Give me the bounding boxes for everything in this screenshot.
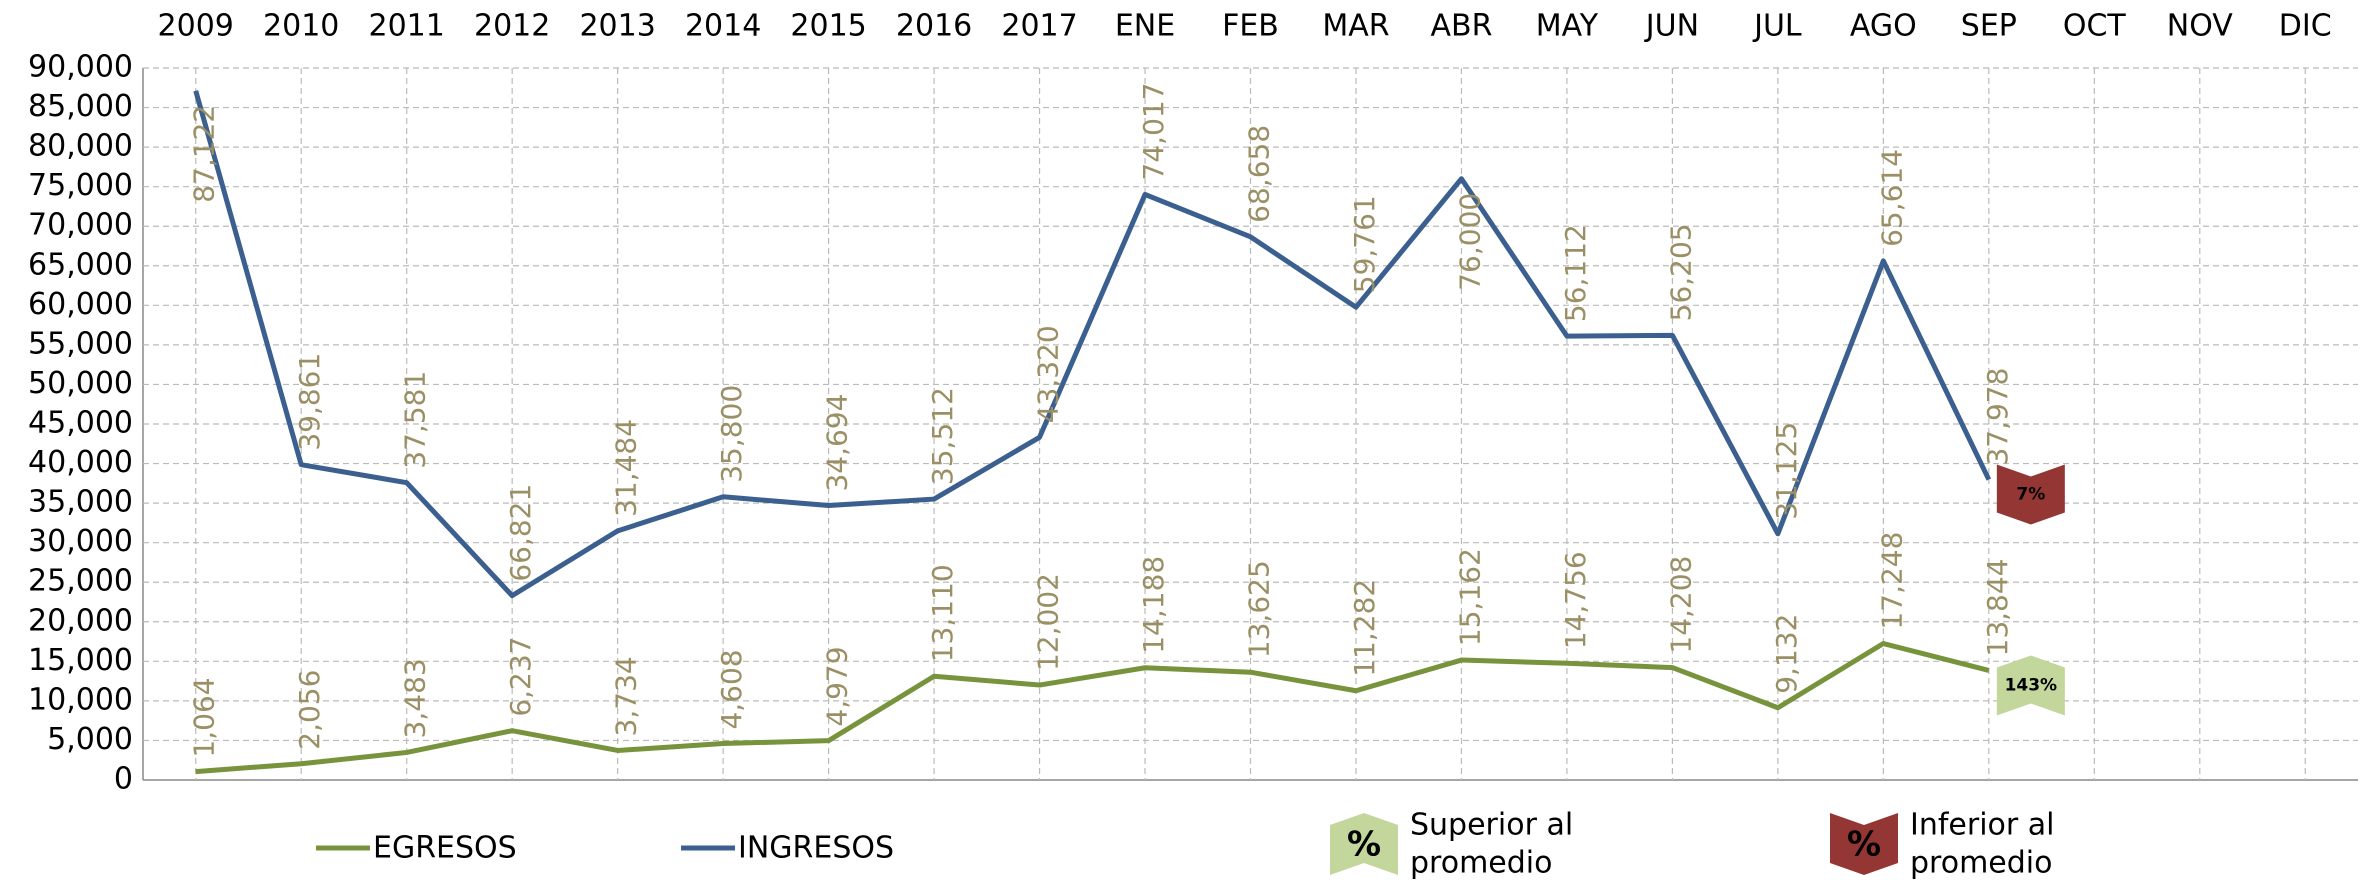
- x-tick-label: 2009: [158, 9, 234, 44]
- x-tick-label: 2015: [790, 9, 866, 44]
- indicator-badge: [1830, 813, 1898, 875]
- x-tick-label: 2011: [369, 9, 445, 44]
- y-tick-label: 15,000: [28, 643, 133, 678]
- data-label: 13,110: [926, 564, 959, 662]
- data-label: 14,188: [1137, 556, 1170, 654]
- indicator-label: Inferior al: [1910, 808, 2055, 843]
- data-label: 2,056: [293, 670, 326, 750]
- x-tick-label: 2014: [685, 9, 761, 44]
- y-tick-label: 40,000: [28, 445, 133, 480]
- indicator-label: promedio: [1410, 846, 1553, 881]
- y-tick-label: 70,000: [28, 208, 133, 243]
- data-label: 34,694: [821, 394, 854, 492]
- x-tick-label: ABR: [1430, 9, 1492, 44]
- x-tick-label: 2016: [896, 9, 972, 44]
- x-tick-label: DIC: [2279, 9, 2332, 44]
- data-label: 56,205: [1664, 223, 1697, 321]
- badge-label: 7%: [2016, 485, 2045, 505]
- y-tick-label: 55,000: [28, 326, 133, 361]
- y-tick-label: 0: [114, 762, 133, 797]
- indicator-label: Superior al: [1410, 808, 1573, 843]
- indicator-symbol: %: [1847, 825, 1881, 865]
- data-label: 31,484: [610, 419, 643, 517]
- data-label: 3,734: [610, 656, 643, 736]
- x-tick-label: FEB: [1222, 9, 1279, 44]
- x-tick-label: ENE: [1115, 9, 1175, 44]
- data-label: 12,002: [1032, 573, 1065, 671]
- x-tick-label: NOV: [2167, 9, 2234, 44]
- data-label: 39,861: [293, 353, 326, 451]
- y-tick-label: 5,000: [47, 722, 133, 757]
- x-tick-label: 2017: [1001, 9, 1077, 44]
- x-tick-label: MAR: [1322, 9, 1389, 44]
- x-tick-label: 2013: [579, 9, 655, 44]
- data-label: 59,761: [1348, 195, 1381, 293]
- data-label: 9,132: [1770, 614, 1803, 694]
- data-label: 65,614: [1875, 149, 1908, 247]
- legend-label: INGRESOS: [738, 831, 894, 866]
- y-tick-label: 30,000: [28, 524, 133, 559]
- data-label: 37,978: [1981, 368, 2014, 466]
- data-label: 56,112: [1559, 224, 1592, 322]
- y-tick-label: 75,000: [28, 168, 133, 203]
- y-tick-label: 60,000: [28, 287, 133, 322]
- indicator-label: promedio: [1910, 846, 2053, 881]
- badge: [1996, 464, 2065, 525]
- y-tick-label: 45,000: [28, 406, 133, 441]
- y-tick-label: 20,000: [28, 603, 133, 638]
- data-label: 74,017: [1137, 82, 1170, 180]
- data-label: 17,248: [1875, 532, 1908, 630]
- data-label: 13,625: [1243, 560, 1276, 658]
- data-label: 15,162: [1453, 548, 1486, 646]
- data-label: 14,756: [1559, 551, 1592, 649]
- y-tick-label: 50,000: [28, 366, 133, 401]
- data-label: 68,658: [1243, 125, 1276, 223]
- data-label: 6,237: [504, 636, 537, 716]
- y-tick-label: 25,000: [28, 564, 133, 599]
- data-label: 14,208: [1664, 556, 1697, 654]
- y-tick-label: 80,000: [28, 129, 133, 164]
- data-label: 3,483: [399, 658, 432, 738]
- series-line: [195, 641, 1990, 775]
- x-tick-label: JUL: [1752, 9, 1802, 44]
- data-label: 76,000: [1453, 193, 1486, 291]
- data-label: 37,581: [399, 371, 432, 469]
- data-label: 4,979: [821, 646, 854, 726]
- data-label: 35,512: [926, 387, 959, 485]
- x-tick-label: 2010: [263, 9, 339, 44]
- x-tick-label: MAY: [1536, 9, 1599, 44]
- y-tick-label: 85,000: [28, 89, 133, 124]
- data-label: 11,282: [1348, 579, 1381, 677]
- y-tick-label: 90,000: [28, 50, 133, 85]
- data-label: 66,821: [504, 484, 537, 582]
- y-tick-label: 10,000: [28, 682, 133, 717]
- y-tick-label: 35,000: [28, 485, 133, 520]
- x-tick-label: AGO: [1850, 9, 1917, 44]
- data-label: 31,125: [1770, 422, 1803, 520]
- x-tick-label: 2012: [474, 9, 550, 44]
- legend-label: EGRESOS: [373, 831, 517, 866]
- data-label: 35,800: [715, 385, 748, 483]
- data-label: 13,844: [1981, 558, 2014, 656]
- badge: [1996, 655, 2065, 716]
- data-label: 43,320: [1032, 325, 1065, 423]
- x-tick-label: SEP: [1961, 9, 2017, 44]
- x-tick-label: OCT: [2063, 9, 2127, 44]
- series-line: [193, 90, 1992, 599]
- y-tick-label: 65,000: [28, 247, 133, 282]
- badge-label: 143%: [2005, 675, 2058, 695]
- x-tick-label: JUN: [1644, 9, 1699, 44]
- data-label: 4,608: [715, 649, 748, 729]
- indicator-symbol: %: [1347, 825, 1381, 865]
- indicator-badge: [1330, 813, 1398, 875]
- data-label: 87,122: [188, 105, 221, 203]
- data-label: 1,064: [188, 677, 221, 757]
